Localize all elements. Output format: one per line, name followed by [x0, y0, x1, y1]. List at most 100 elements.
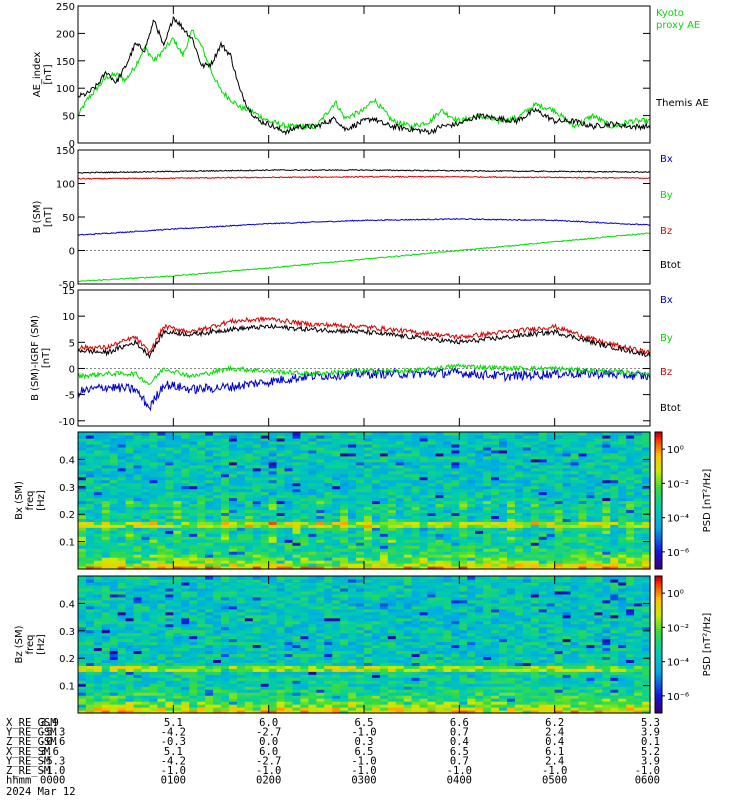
spectrogram-cell — [165, 608, 174, 613]
spectrogram-cell — [252, 455, 262, 460]
spectrogram-cell — [173, 533, 182, 537]
spectrogram-cell — [284, 455, 294, 460]
spectrogram-cell — [157, 611, 166, 616]
spectrogram-cell — [141, 614, 151, 619]
spectrogram-cell — [292, 677, 302, 681]
spectrogram-cell — [165, 467, 174, 472]
spectrogram-cell — [483, 563, 492, 567]
spectrogram-cell — [236, 650, 246, 655]
spectrogram-cell — [117, 432, 127, 436]
spectrogram-cell — [213, 599, 222, 604]
spectrogram-cell — [78, 626, 87, 631]
spectrogram-cell — [181, 659, 190, 663]
spectrogram-cell — [538, 479, 548, 484]
spectrogram-cell — [395, 464, 405, 469]
spectrogram-cell — [570, 554, 580, 558]
spectrogram-cell — [514, 464, 524, 469]
spectrogram-cell — [101, 686, 111, 690]
spectrogram-cell — [507, 515, 516, 519]
spectrogram-cell — [205, 641, 214, 646]
spectrogram-cell — [483, 449, 492, 454]
spectrogram-cell — [141, 710, 151, 714]
spectrogram-cell — [93, 578, 103, 583]
spectrogram-cell — [125, 488, 135, 493]
spectrogram-cell — [244, 515, 254, 519]
spectrogram-cell — [221, 500, 230, 505]
spectrogram-cell — [268, 593, 278, 598]
spectrogram-cell — [292, 452, 302, 457]
spectrogram-cell — [387, 476, 397, 481]
spectrogram-cell — [213, 578, 222, 583]
spectrogram-cell — [308, 539, 317, 543]
spectrogram-cell — [562, 491, 572, 496]
spectrogram-cell — [85, 515, 95, 519]
spectrogram-cell — [157, 434, 166, 439]
spectrogram-cell — [133, 515, 143, 519]
spectrogram-cell — [109, 491, 119, 496]
spectrogram-cell — [284, 518, 294, 522]
spectrogram-cell — [427, 512, 437, 516]
spectrogram-cell — [538, 437, 548, 442]
spectrogram-cell — [109, 464, 119, 469]
spectrogram-cell — [499, 482, 508, 487]
spectrogram-cell — [213, 680, 222, 684]
spectrogram-cell — [594, 479, 603, 484]
spectrogram-cell — [197, 542, 206, 546]
spectrogram-cell — [443, 533, 452, 537]
spectrogram-cell — [181, 641, 190, 646]
spectrogram-cell — [149, 470, 159, 475]
spectrogram-cell — [459, 563, 468, 567]
spectrogram-cell — [157, 440, 166, 445]
spectrogram-cell — [308, 464, 317, 469]
spectrogram-cell — [252, 707, 262, 711]
spectrogram-cell — [284, 524, 294, 528]
spectrogram-cell — [364, 515, 373, 519]
spectrogram-cell — [93, 476, 103, 481]
spectrogram-cell — [173, 587, 182, 592]
spectrogram-cell — [197, 432, 206, 436]
spectrogram-cell — [427, 536, 437, 540]
spectrogram-cell — [292, 638, 302, 643]
spectrogram-cell — [538, 443, 548, 448]
spectrogram-cell — [419, 545, 429, 549]
colorbar-swatch — [655, 441, 662, 444]
spectrogram-cell — [268, 686, 278, 690]
spectrogram-cell — [221, 443, 230, 448]
spectrogram-cell — [610, 566, 619, 570]
colorbar-swatch — [655, 447, 662, 451]
spectrogram-cell — [252, 695, 262, 699]
spectrogram-cell — [514, 473, 524, 478]
spectrogram-cell — [411, 494, 421, 499]
spectrogram-cell — [419, 452, 429, 457]
spectrogram-cell — [507, 518, 516, 522]
spectrogram-cell — [507, 500, 516, 505]
spectrogram-cell — [133, 437, 143, 442]
spectrogram-cell — [276, 584, 286, 589]
spectrogram-cell — [602, 437, 611, 442]
spectrogram-cell — [300, 455, 309, 460]
spectrogram-cell — [403, 515, 413, 519]
spectrogram-cell — [340, 533, 349, 537]
spectrogram-cell — [300, 476, 309, 481]
spectrogram-cell — [316, 524, 325, 528]
spectrogram-cell — [197, 698, 206, 702]
spectrogram-cell — [292, 473, 302, 478]
spectrogram-cell — [85, 485, 95, 490]
spectrogram-cell — [93, 677, 103, 681]
spectrogram-cell — [125, 551, 135, 555]
spectrogram-cell — [268, 668, 278, 672]
spectrogram-cell — [236, 656, 246, 660]
spectrogram-cell — [284, 641, 294, 646]
spectrogram-cell — [308, 611, 317, 616]
spectrogram-cell — [467, 440, 476, 445]
spectrogram-cell — [236, 626, 246, 631]
spectrogram-cell — [642, 539, 651, 543]
spectrogram-cell — [109, 647, 119, 652]
spectrogram-cell — [117, 596, 127, 601]
spectrogram-cell — [316, 590, 325, 595]
spectrogram-cell — [364, 551, 373, 555]
spectrogram-cell — [300, 524, 309, 528]
spectrogram-cell — [276, 515, 286, 519]
spectrogram-cell — [459, 452, 468, 457]
spectrogram-cell — [586, 512, 595, 516]
